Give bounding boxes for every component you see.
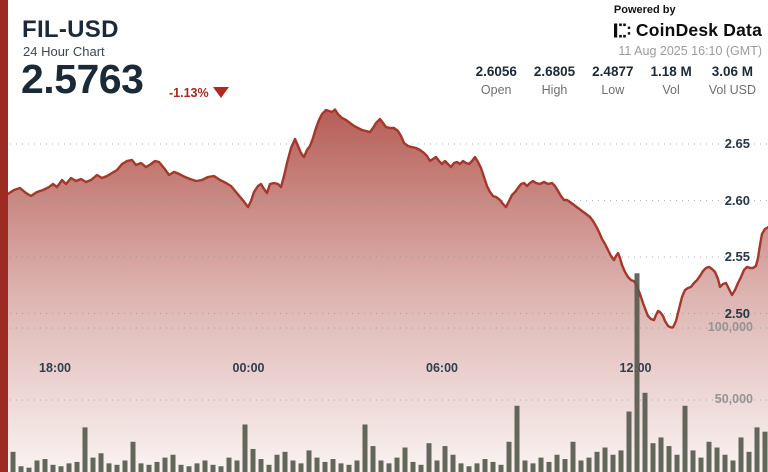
stat-vol-value: 1.18 M xyxy=(650,64,692,79)
price-tick-label: 2.55 xyxy=(724,249,750,264)
stat-open-label: Open xyxy=(480,83,512,97)
stat-high-label: High xyxy=(541,83,568,97)
volume-tick-label: 100,000 xyxy=(707,320,753,334)
stat-high: 2.6805 High xyxy=(534,64,575,97)
down-triangle-icon xyxy=(213,87,229,98)
brand-block: Powered by CoinDesk Data 11 Aug 2025 16:… xyxy=(613,4,762,58)
price-tick-label: 2.65 xyxy=(724,136,750,151)
stat-vol-usd: 3.06 M Vol USD xyxy=(709,64,756,97)
left-accent-stripe xyxy=(0,0,8,472)
current-price: 2.5763 xyxy=(21,56,144,102)
price-change-percent: -1.13% xyxy=(169,86,209,100)
coindesk-logo[interactable]: CoinDesk Data xyxy=(613,20,762,41)
price-tick-label: 2.60 xyxy=(724,192,750,208)
chart-timestamp: 11 Aug 2025 16:10 (GMT) xyxy=(618,44,762,58)
stat-high-value: 2.6805 xyxy=(533,64,576,79)
price-tick-label: 2.50 xyxy=(724,305,750,321)
coindesk-logo-icon xyxy=(613,23,631,38)
time-tick-label: 12:00 xyxy=(619,361,652,375)
stats-row: 2.6056 Open 2.6805 High 2.4877 Low 1.18 … xyxy=(476,64,756,97)
stat-vol-usd-value: 3.06 M xyxy=(711,64,754,79)
volume-tick-label: 50,000 xyxy=(714,392,753,406)
time-tick-label: 00:00 xyxy=(232,361,265,375)
powered-by-label: Powered by xyxy=(613,4,676,16)
stat-open-value: 2.6056 xyxy=(475,64,517,79)
stat-open: 2.6056 Open xyxy=(476,64,517,97)
stat-low-label: Low xyxy=(601,83,625,97)
stat-low: 2.4877 Low xyxy=(592,64,633,97)
stat-low-value: 2.4877 xyxy=(592,64,634,79)
time-tick-label: 18:00 xyxy=(39,361,71,375)
coindesk-logo-text: CoinDesk Data xyxy=(635,20,762,40)
stat-vol-usd-label: Vol USD xyxy=(708,83,756,97)
stat-vol: 1.18 M Vol xyxy=(650,64,691,97)
symbol-title: FIL-USD xyxy=(22,16,119,43)
stat-vol-label: Vol xyxy=(662,83,680,97)
time-tick-label: 06:00 xyxy=(426,361,458,375)
chart-subtitle: 24 Hour Chart xyxy=(23,44,105,59)
